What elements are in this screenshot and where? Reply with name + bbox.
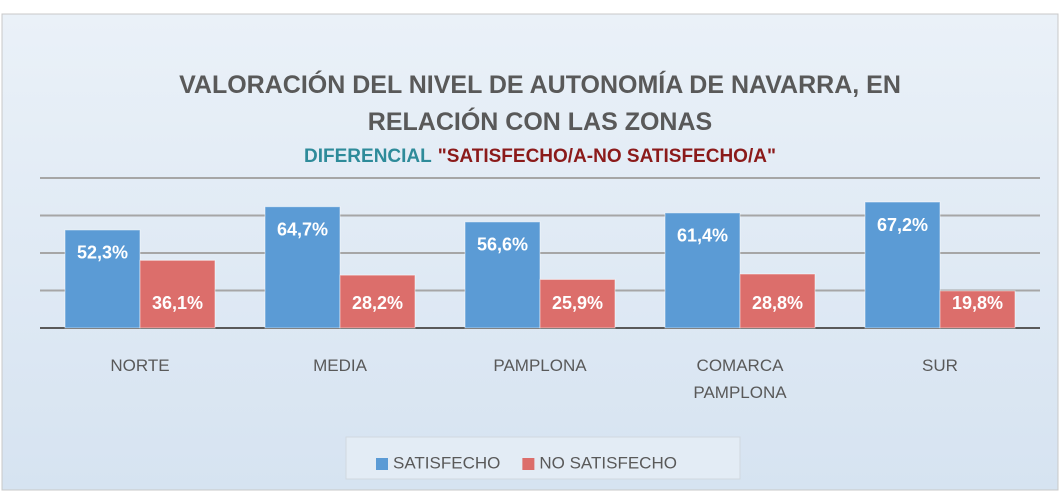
text-line: VALORACIÓN DEL NIVEL DE AUTONOMÍA DE NAV…	[179, 69, 901, 99]
data-label: 36,1%	[152, 293, 203, 313]
text-line: COMARCA	[697, 356, 785, 375]
x-tick-label: COMARCA PAMPLONA	[693, 356, 787, 402]
text-line: MEDIA	[313, 356, 368, 375]
data-label: 28,2%	[352, 293, 403, 313]
text-line: SUR	[922, 356, 958, 375]
chart-subtitle: DIFERENCIAL "SATISFECHO/A-NO SATISFECHO/A…	[304, 146, 776, 167]
x-tick-label: SUR	[922, 356, 958, 375]
data-label: 67,2%	[877, 215, 928, 235]
data-label: 52,3%	[77, 243, 128, 263]
legend-label: NO SATISFECHO	[539, 453, 677, 472]
text-line: RELACIÓN CON LAS ZONAS	[368, 106, 712, 136]
data-label: 56,6%	[477, 235, 528, 255]
legend-swatch	[522, 458, 535, 470]
bar	[464, 221, 541, 329]
data-label: 61,4%	[677, 226, 728, 246]
bar	[264, 206, 341, 329]
x-tick-label: PAMPLONA	[493, 356, 587, 375]
text-line: NORTE	[110, 356, 169, 375]
data-label: 64,7%	[277, 219, 328, 239]
bar	[539, 278, 616, 329]
bar	[64, 229, 141, 329]
x-tick-label: NORTE	[110, 356, 169, 375]
bar	[739, 273, 816, 329]
text-line: PAMPLONA	[693, 383, 787, 402]
legend-box	[345, 436, 741, 480]
bar	[864, 201, 941, 329]
bar	[139, 259, 216, 329]
legend-label: SATISFECHO	[393, 453, 500, 472]
data-label: 19,8%	[952, 293, 1003, 313]
subtitle-part: "SATISFECHO/A-NO SATISFECHO/A"	[438, 146, 776, 167]
data-label: 28,8%	[752, 293, 803, 313]
bar	[939, 290, 1016, 329]
bar	[339, 274, 416, 329]
data-label: 25,9%	[552, 293, 603, 313]
x-tick-label: MEDIA	[313, 356, 368, 375]
subtitle-part: DIFERENCIAL	[304, 146, 432, 167]
bar	[664, 212, 741, 329]
legend-swatch	[376, 458, 388, 470]
chart-title: VALORACIÓN DEL NIVEL DE AUTONOMÍA DE NAV…	[179, 69, 901, 136]
text-line: PAMPLONA	[493, 356, 587, 375]
